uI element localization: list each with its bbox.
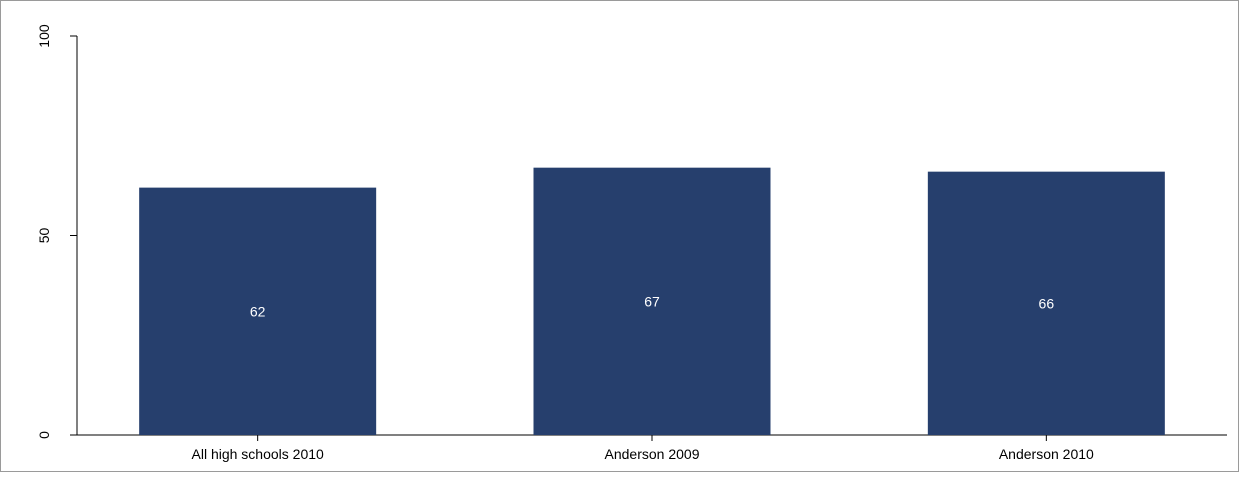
y-tick-label: 0 <box>36 431 52 439</box>
bar <box>533 167 771 436</box>
x-tick-label: Anderson 2010 <box>999 446 1094 462</box>
x-tick-label: All high schools 2010 <box>192 446 325 462</box>
bar-value-label: 67 <box>644 293 660 309</box>
bar <box>139 187 377 435</box>
bars <box>139 167 1165 436</box>
bar-value-label: 62 <box>250 303 266 319</box>
y-tick-label: 100 <box>36 24 52 48</box>
labels: 62 All high schools 2010 67 Anderson 2009 66… <box>192 293 1095 462</box>
x-tick-label: Anderson 2009 <box>605 446 700 462</box>
bar-value-label: 66 <box>1039 295 1055 311</box>
y-tick-label: 50 <box>36 228 52 244</box>
bar <box>927 171 1165 435</box>
